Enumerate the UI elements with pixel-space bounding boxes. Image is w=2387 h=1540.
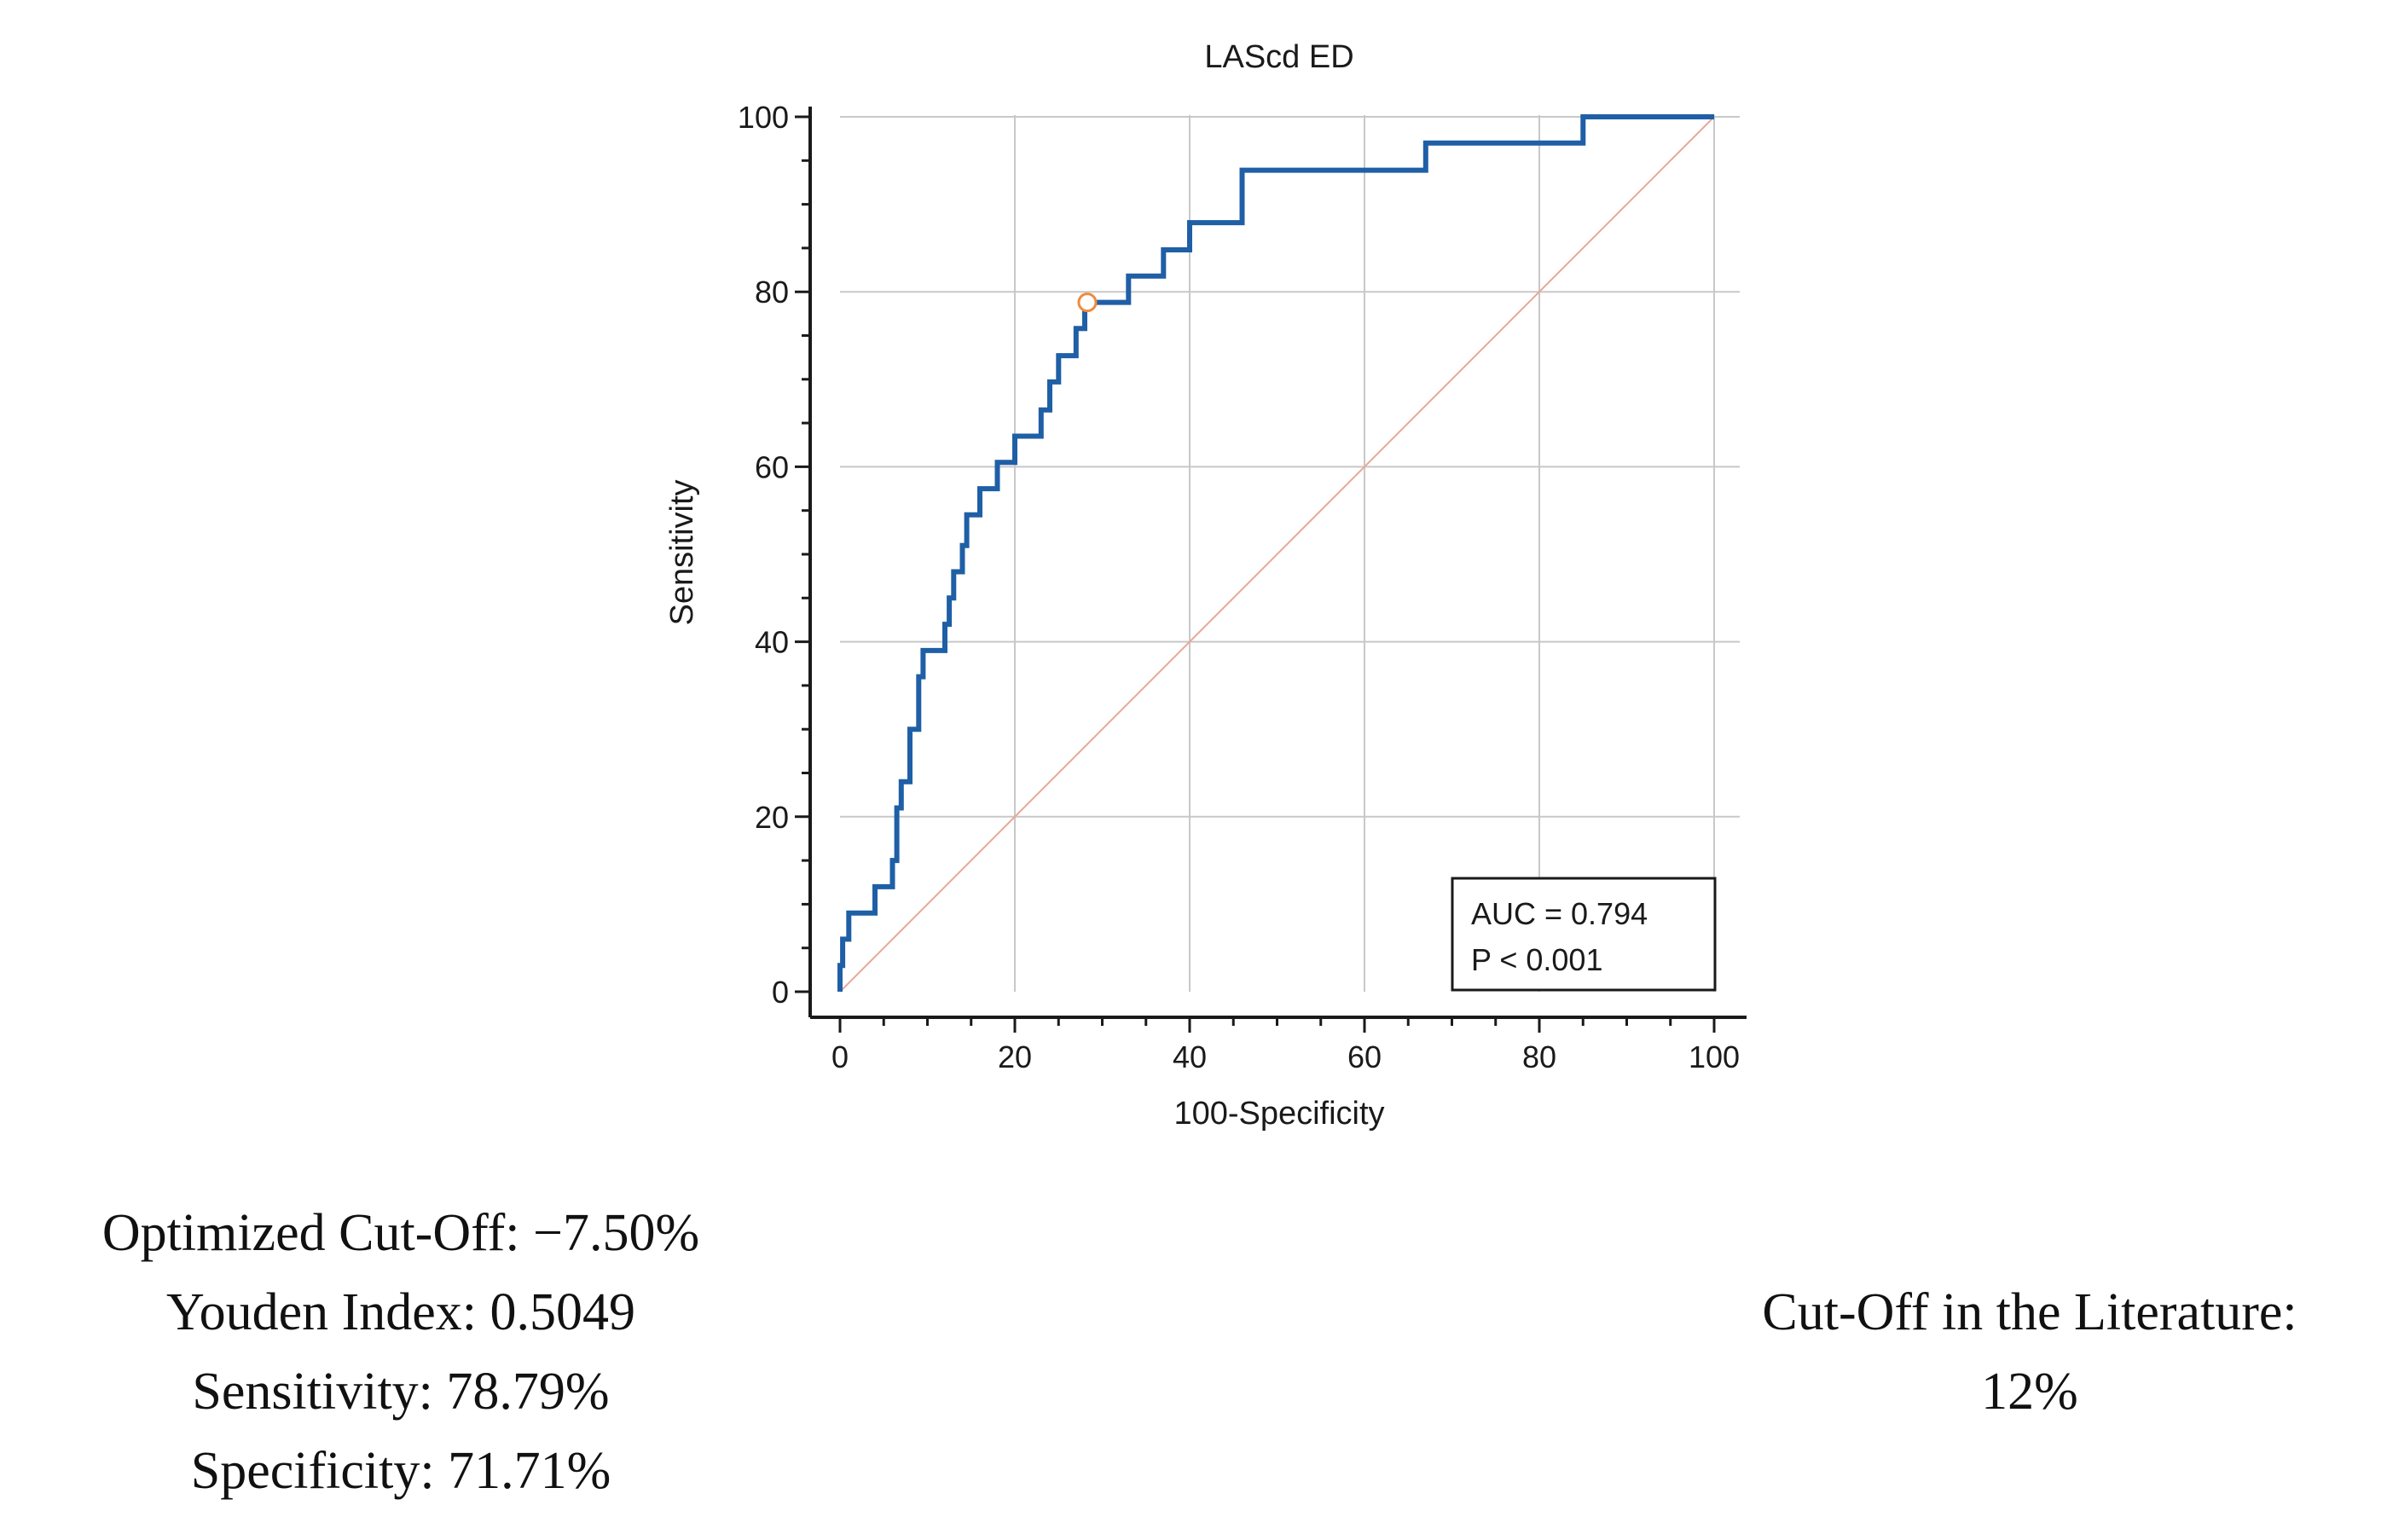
tick-labels: 0 20 40 60 80 100 0 20 40 60 80 100 bbox=[738, 100, 1740, 1074]
y-axis-label: Sensitivity bbox=[664, 479, 700, 625]
grid bbox=[840, 115, 1740, 992]
literature-cutoff-label: Cut-Off in the Literature: bbox=[1762, 1283, 2297, 1341]
y-tick-label: 20 bbox=[755, 800, 789, 835]
x-tick-label: 20 bbox=[998, 1039, 1032, 1074]
reference-diagonal-line bbox=[839, 116, 1715, 993]
cutoff-stats-panel: Optimized Cut-Off: −7.50% Youden Index: … bbox=[34, 1194, 768, 1511]
x-tick-label: 100 bbox=[1689, 1039, 1740, 1074]
x-tick-label: 40 bbox=[1173, 1039, 1207, 1074]
roc-curve-line bbox=[837, 114, 1714, 992]
y-tick-label: 60 bbox=[755, 449, 789, 484]
chart-title: LAScd ED bbox=[1204, 39, 1353, 75]
auc-annotation-box: AUC = 0.794 P < 0.001 bbox=[1451, 877, 1717, 992]
optimal-cutoff-marker bbox=[1077, 292, 1098, 313]
x-tick-label: 60 bbox=[1347, 1039, 1382, 1074]
p-value-text: P < 0.001 bbox=[1471, 942, 1602, 977]
youden-index-text: Youden Index: 0.5049 bbox=[166, 1283, 635, 1341]
y-tick-label: 40 bbox=[755, 625, 789, 660]
y-tick-label: 100 bbox=[738, 100, 789, 135]
sensitivity-text: Sensitivity: 78.79% bbox=[192, 1363, 610, 1421]
optimized-cutoff-text: Optimized Cut-Off: −7.50% bbox=[101, 1204, 700, 1262]
specificity-text: Specificity: 71.71% bbox=[190, 1442, 611, 1500]
x-axis-label: 100-Specificity bbox=[1173, 1096, 1384, 1132]
auc-value-text: AUC = 0.794 bbox=[1471, 896, 1648, 931]
axes bbox=[808, 107, 1747, 1019]
x-tick-label: 0 bbox=[831, 1039, 849, 1074]
y-tick-label: 80 bbox=[755, 275, 789, 310]
x-tick-label: 80 bbox=[1522, 1039, 1556, 1074]
y-tick-label: 0 bbox=[772, 975, 789, 1010]
literature-cutoff-panel: Cut-Off in the Literature: 12% bbox=[1693, 1273, 2367, 1432]
literature-cutoff-value: 12% bbox=[1981, 1363, 2078, 1421]
roc-chart: LAScd ED 0 20 40 60 80 100 0 20 40 60 80 100 100-Sp… bbox=[664, 39, 1747, 1132]
